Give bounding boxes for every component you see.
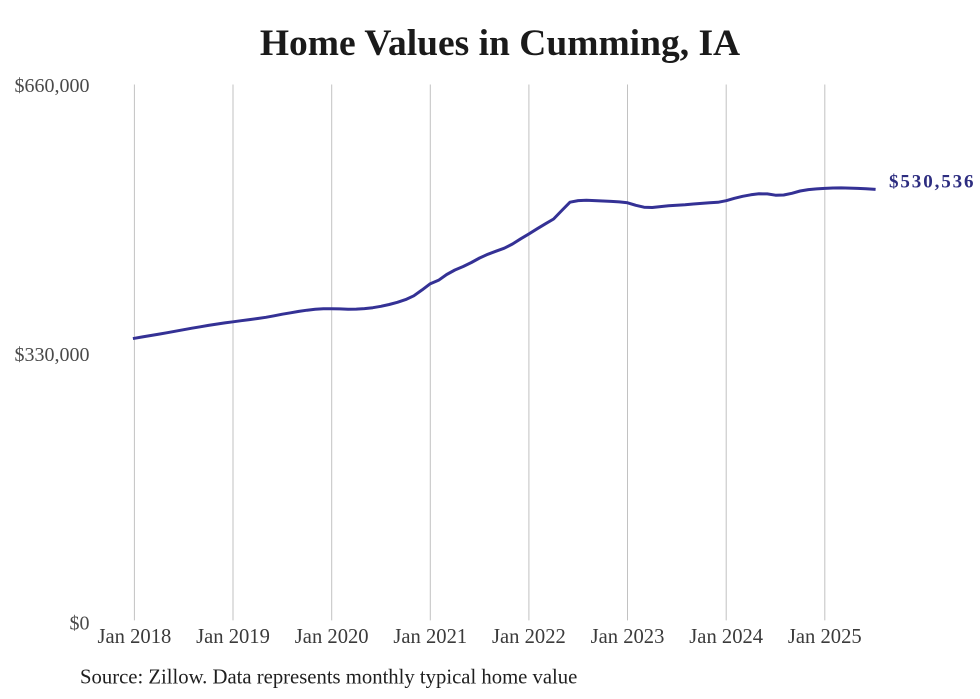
svg-text:Jan 2020: Jan 2020 [295, 626, 369, 648]
svg-text:Home Values in Cumming, IA: Home Values in Cumming, IA [260, 23, 740, 64]
svg-text:$530,536: $530,536 [889, 172, 975, 193]
svg-text:$0: $0 [70, 613, 90, 635]
svg-text:Source: Zillow. Data represent: Source: Zillow. Data represents monthly … [80, 666, 577, 688]
svg-text:Jan 2021: Jan 2021 [393, 626, 467, 648]
svg-text:Jan 2022: Jan 2022 [492, 626, 566, 648]
svg-text:Jan 2018: Jan 2018 [98, 626, 172, 648]
svg-text:$330,000: $330,000 [15, 344, 90, 366]
svg-text:$660,000: $660,000 [15, 75, 90, 97]
svg-text:Jan 2019: Jan 2019 [196, 626, 270, 648]
svg-text:Jan 2025: Jan 2025 [788, 626, 862, 648]
svg-text:Jan 2023: Jan 2023 [591, 626, 665, 648]
svg-text:Jan 2024: Jan 2024 [689, 626, 763, 648]
